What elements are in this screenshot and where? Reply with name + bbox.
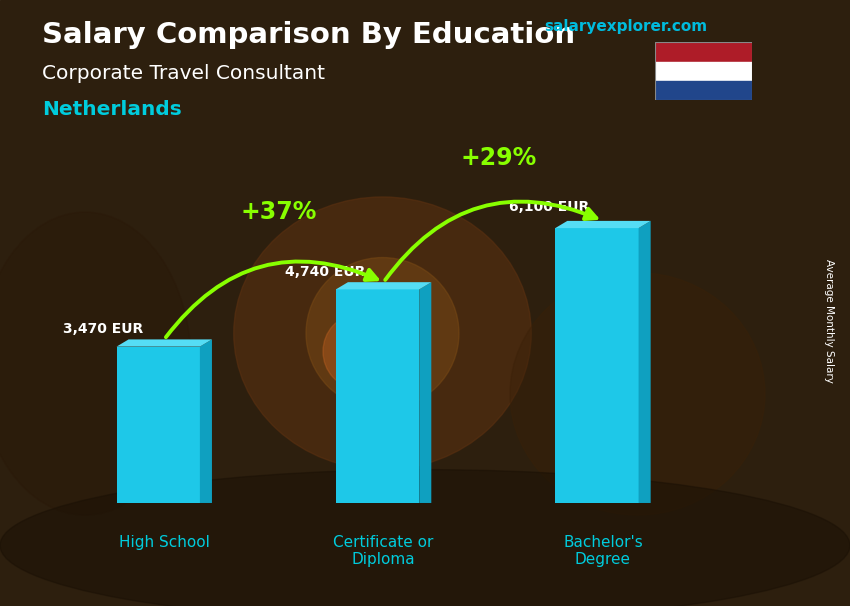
Ellipse shape: [323, 315, 391, 388]
Text: 4,740 EUR: 4,740 EUR: [285, 265, 366, 279]
Text: Certificate or
Diploma: Certificate or Diploma: [333, 534, 434, 567]
Ellipse shape: [0, 212, 191, 515]
Bar: [654, 81, 752, 100]
Text: +37%: +37%: [241, 200, 317, 224]
Polygon shape: [200, 339, 212, 503]
Polygon shape: [116, 339, 212, 347]
Bar: [116, 347, 200, 503]
Ellipse shape: [510, 273, 765, 515]
Polygon shape: [555, 221, 650, 228]
Bar: [654, 62, 752, 81]
Bar: [336, 290, 419, 503]
Ellipse shape: [0, 470, 850, 606]
Text: Netherlands: Netherlands: [42, 100, 182, 119]
Polygon shape: [336, 282, 431, 290]
Bar: [654, 42, 752, 62]
Bar: [555, 228, 638, 503]
Text: Average Monthly Salary: Average Monthly Salary: [824, 259, 834, 383]
Polygon shape: [638, 221, 650, 503]
Text: salaryexplorer.com: salaryexplorer.com: [544, 19, 707, 35]
Text: Salary Comparison By Education: Salary Comparison By Education: [42, 21, 575, 49]
Ellipse shape: [234, 197, 531, 470]
Text: High School: High School: [119, 534, 210, 550]
Text: Corporate Travel Consultant: Corporate Travel Consultant: [42, 64, 326, 82]
Ellipse shape: [306, 258, 459, 409]
Text: Bachelor's
Degree: Bachelor's Degree: [563, 534, 643, 567]
Polygon shape: [419, 282, 431, 503]
Text: +29%: +29%: [460, 146, 536, 170]
Text: 6,100 EUR: 6,100 EUR: [508, 200, 589, 214]
Text: 3,470 EUR: 3,470 EUR: [63, 322, 144, 336]
